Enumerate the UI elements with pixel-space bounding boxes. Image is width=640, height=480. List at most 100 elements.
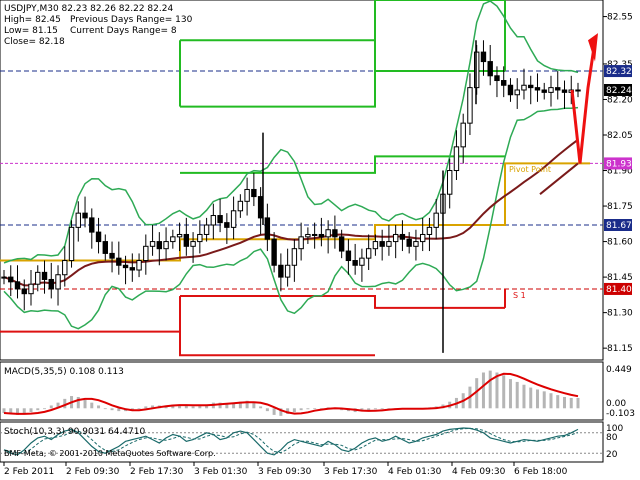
- macd-bar: [529, 387, 533, 409]
- macd-tick-bottom: -0.103: [606, 409, 635, 419]
- candle-body: [203, 224, 210, 235]
- macd-bar: [110, 408, 114, 411]
- candle-body: [14, 281, 21, 290]
- price-badge-label: 82.32: [606, 67, 632, 77]
- low-value: Low= 81.15: [4, 26, 58, 36]
- candle-body: [501, 80, 507, 86]
- candle-body: [379, 241, 385, 247]
- macd-bar: [36, 408, 40, 411]
- bollinger-upper: [3, 0, 579, 264]
- candle-body: [244, 188, 250, 202]
- candle-body: [521, 84, 527, 91]
- candle-body: [48, 278, 54, 290]
- candle-body: [21, 288, 27, 295]
- candle-body: [298, 236, 304, 250]
- macd-bar: [137, 408, 141, 410]
- stoch-signal-line: [3, 427, 579, 454]
- macd-bar: [90, 402, 94, 409]
- candle-body: [311, 233, 318, 236]
- price-badge-label: 81.40: [606, 285, 632, 295]
- price-badge-label: 81.93: [606, 159, 632, 169]
- candle-body: [365, 248, 372, 259]
- price-tick-label: 81.75: [607, 202, 633, 212]
- time-tick-label: 2 Feb 09:30: [66, 467, 120, 477]
- macd-bar: [83, 399, 87, 409]
- macd-tick-top: 0.449: [606, 365, 632, 375]
- high-value: High= 82.45: [4, 15, 61, 25]
- price-badge: [604, 282, 632, 295]
- candle-body: [217, 215, 223, 224]
- close-value: Close= 82.18: [4, 37, 65, 47]
- macd-bar: [144, 406, 148, 409]
- time-tick-label: 6 Feb 18:00: [514, 467, 568, 477]
- candle-body: [406, 238, 412, 247]
- stoch-tick-80: 80: [606, 433, 618, 443]
- macd-bar: [56, 402, 60, 409]
- ma-extension: [539, 162, 579, 195]
- macd-bar: [218, 402, 222, 409]
- macd-bar: [488, 370, 492, 409]
- candle-body: [143, 245, 149, 262]
- candle-body: [271, 238, 277, 266]
- candle-body: [453, 146, 460, 172]
- candle-body: [149, 241, 156, 247]
- candle-body: [494, 75, 500, 82]
- price-badge: [604, 84, 632, 96]
- macd-bar: [535, 389, 539, 409]
- macd-bar: [238, 401, 242, 409]
- price-tick-label: 81.30: [607, 309, 633, 319]
- price-badge: [604, 219, 632, 231]
- macd-bar: [515, 381, 519, 409]
- candle-body: [68, 226, 75, 262]
- macd-bar: [245, 400, 249, 409]
- candle-body: [345, 250, 352, 262]
- time-tick-label: 4 Feb 01:30: [388, 467, 442, 477]
- price-tick-label: 81.15: [607, 344, 633, 354]
- candle-body: [332, 229, 338, 238]
- candle-body: [446, 170, 453, 195]
- macd-bar: [22, 408, 26, 414]
- candlestick-series[interactable]: [1, 40, 581, 353]
- candle-body: [163, 241, 169, 250]
- price-badge-label: 82.24: [606, 86, 632, 96]
- macd-bar: [252, 402, 256, 409]
- candle-body: [555, 87, 561, 91]
- candle-body: [82, 212, 88, 219]
- candle-body: [170, 236, 176, 243]
- candle-body: [183, 233, 190, 247]
- macd-bar: [508, 379, 512, 409]
- symbol-info: USDJPY,M30 82.23 82.26 82.22 82.24: [4, 4, 173, 14]
- price-tick-label: 81.60: [607, 238, 633, 248]
- candle-body: [41, 271, 48, 280]
- macd-tick-zero: 0.00: [606, 399, 626, 409]
- candle-body: [426, 226, 433, 235]
- macd-bar: [117, 408, 121, 412]
- macd-bar: [549, 393, 553, 409]
- macd-bar: [475, 378, 479, 409]
- stoch-label: Stoch(10,3,3) 90.9031 64.4710: [4, 427, 145, 437]
- macd-histogram: [2, 370, 580, 416]
- s1-label: S 1: [513, 291, 526, 300]
- macd-bar: [265, 408, 269, 412]
- candle-body: [467, 87, 473, 124]
- candle-body: [318, 233, 325, 238]
- macd-bar: [151, 405, 155, 409]
- candle-body: [257, 196, 264, 219]
- macd-bar: [542, 391, 546, 409]
- macd-bar: [16, 408, 20, 415]
- candle-body: [338, 236, 345, 252]
- candle-body: [1, 276, 7, 279]
- macd-bar: [292, 408, 296, 413]
- time-tick-label: 4 Feb 09:30: [452, 467, 506, 477]
- candle-body: [575, 89, 581, 92]
- candle-body: [102, 241, 108, 254]
- candle-body: [359, 257, 365, 266]
- forecast-arrow: [539, 33, 598, 195]
- macd-label: MACD(5,35,5) 0.108 0.113: [4, 367, 124, 377]
- pivot-levels: [0, 0, 603, 357]
- price-tick-label: 82.55: [607, 13, 633, 23]
- candle-body: [89, 217, 95, 233]
- candle-body: [561, 89, 568, 93]
- s2-line: [0, 330, 375, 357]
